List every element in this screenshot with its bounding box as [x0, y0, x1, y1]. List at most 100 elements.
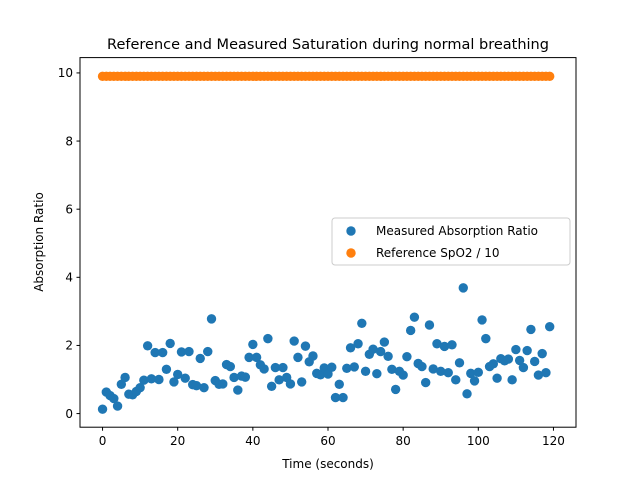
measured-point	[327, 362, 337, 372]
measured-point	[469, 376, 480, 386]
measured-point	[398, 370, 408, 380]
measured-point	[541, 367, 551, 378]
measured-point	[462, 389, 472, 399]
legend-marker-measured	[346, 226, 356, 236]
measured-point	[248, 339, 258, 350]
measured-point	[225, 361, 236, 372]
measured-point	[349, 362, 360, 372]
measured-point	[229, 372, 239, 383]
measured-point	[154, 374, 164, 385]
measured-point	[353, 339, 363, 349]
measured-point	[112, 401, 123, 411]
measured-point	[436, 366, 446, 377]
legend: Measured Absorption Ratio Reference SpO2…	[331, 217, 571, 266]
x-tick-label: 60	[320, 434, 335, 448]
measured-point	[481, 333, 491, 344]
measured-point	[199, 382, 209, 393]
measured-point	[503, 354, 514, 364]
measured-point	[383, 351, 393, 362]
y-axis: 0 2 4 6 8 10	[58, 66, 80, 421]
measured-point	[420, 377, 431, 388]
measured-point	[157, 347, 168, 358]
measured-point	[150, 347, 160, 358]
measured-point	[342, 363, 352, 373]
measured-point	[443, 367, 453, 378]
measured-point	[372, 369, 382, 379]
measured-point	[293, 352, 303, 363]
y-tick-label: 0	[65, 407, 73, 421]
measured-point	[296, 377, 307, 387]
measured-point	[492, 373, 502, 383]
measured-point	[266, 381, 277, 392]
measured-point	[375, 346, 386, 357]
x-tick-label: 80	[396, 434, 411, 448]
measured-point	[161, 364, 172, 374]
measured-point	[251, 352, 262, 363]
x-tick-label: 20	[170, 434, 185, 448]
measured-point	[270, 362, 281, 373]
y-tick-label: 2	[65, 339, 73, 353]
measured-point	[518, 362, 529, 373]
measured-point	[240, 372, 251, 382]
measured-point	[274, 375, 284, 385]
y-tick-label: 4	[65, 271, 73, 285]
measured-point	[308, 351, 318, 361]
measured-point	[135, 382, 145, 393]
measured-point	[529, 356, 540, 367]
measured-point	[263, 333, 273, 344]
measured-point	[368, 344, 378, 354]
measured-point	[172, 369, 183, 380]
x-tick-label: 0	[99, 434, 107, 448]
y-axis-label: Absorption Ratio	[32, 192, 46, 292]
measured-point	[458, 283, 468, 293]
legend-label-reference: Reference SpO2 / 10	[376, 246, 500, 260]
measured-point	[120, 372, 130, 383]
measured-point	[379, 337, 390, 347]
measured-point	[109, 393, 119, 404]
measured-point	[360, 366, 371, 377]
measured-point	[195, 353, 205, 364]
measured-point	[544, 322, 555, 332]
measured-point	[477, 315, 487, 325]
measured-point	[439, 341, 450, 352]
measured-point	[180, 373, 190, 383]
measured-point	[345, 343, 356, 353]
measured-point	[466, 368, 476, 379]
measured-point	[176, 347, 187, 357]
measured-point	[97, 404, 108, 414]
measured-point	[432, 339, 442, 349]
measured-point	[165, 338, 175, 349]
measured-point	[338, 392, 348, 403]
legend-marker-reference	[346, 248, 356, 258]
measured-point	[259, 364, 269, 374]
measured-point	[405, 325, 416, 336]
measured-point	[139, 375, 149, 385]
chart-title: Reference and Measured Saturation during…	[107, 37, 549, 53]
measured-point	[244, 352, 254, 363]
plot-marks	[97, 71, 555, 414]
measured-point	[142, 341, 153, 351]
y-tick-label: 8	[65, 134, 73, 148]
measured-point	[417, 361, 427, 372]
measured-point	[184, 346, 194, 357]
measured-point	[514, 355, 525, 366]
measured-point	[488, 359, 499, 369]
measured-point	[289, 336, 299, 346]
x-tick-label: 40	[245, 434, 260, 448]
measured-point	[507, 375, 517, 385]
measured-point	[334, 379, 344, 389]
measured-point	[402, 351, 412, 362]
measured-point	[191, 380, 202, 391]
y-tick-label: 10	[58, 66, 73, 80]
x-tick-label: 120	[542, 434, 565, 448]
measured-point	[206, 314, 217, 324]
measured-point	[285, 379, 296, 389]
measured-point	[300, 341, 311, 351]
measured-point	[447, 340, 457, 350]
x-axis-label: Time (seconds)	[281, 457, 374, 471]
measured-point	[390, 384, 401, 395]
legend-label-measured: Measured Absorption Ratio	[376, 224, 538, 238]
measured-point	[451, 375, 461, 385]
measured-point	[218, 379, 228, 389]
